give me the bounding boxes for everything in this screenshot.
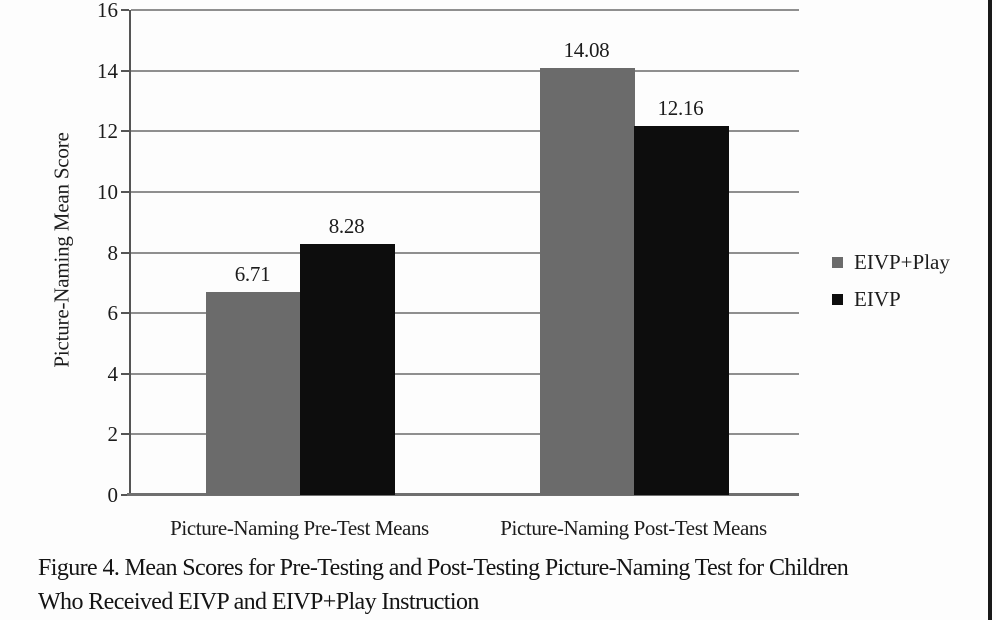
bar-value-eivp-play-picture-naming-post-test-means: 14.08 (563, 38, 610, 63)
y-tick-label-0: 0 (107, 483, 119, 507)
y-axis-line (129, 10, 131, 495)
x-axis-baseline (127, 493, 799, 496)
y-tick-6 (121, 312, 129, 315)
bar-eivp-play-picture-naming-pre-test-means (205, 291, 301, 495)
page-border-line (988, 0, 992, 620)
y-tick-4 (121, 372, 129, 375)
y-tick-label-6: 6 (107, 301, 119, 326)
x-category-label-picture-naming-post-test-means: Picture-Naming Post-Test Means (500, 516, 767, 540)
gridline-y-8 (131, 251, 799, 254)
legend-item-eivp-play: EIVP+Play (832, 250, 950, 274)
bar-value-eivp-picture-naming-pre-test-means: 8.28 (328, 214, 365, 238)
y-axis-title: Picture-Naming Mean Score (49, 132, 74, 368)
y-tick-12 (121, 130, 129, 133)
bar-eivp-picture-naming-pre-test-means (299, 244, 395, 495)
legend-label-eivp: EIVP (854, 287, 901, 311)
y-tick-0 (121, 494, 129, 496)
gridline-y-14 (131, 69, 799, 72)
y-tick-label-2: 2 (107, 422, 119, 447)
y-tick-16 (121, 9, 129, 11)
y-tick-label-4: 4 (107, 361, 119, 386)
y-tick-label-12: 12 (97, 119, 118, 144)
legend-item-eivp: EIVP (832, 287, 950, 311)
y-tick-8 (121, 251, 129, 254)
bar-eivp-play-picture-naming-post-test-means (539, 68, 635, 495)
gridline-y-12 (131, 130, 799, 133)
legend-label-eivp-play: EIVP+Play (854, 250, 950, 274)
figure-caption: Figure 4. Mean Scores for Pre-Testing an… (38, 551, 978, 619)
y-tick-2 (121, 433, 129, 436)
y-tick-label-10: 10 (97, 179, 118, 204)
gridline-y-10 (131, 190, 799, 193)
figure-caption-line-2: Who Received EIVP and EIVP+Play Instruct… (38, 589, 479, 615)
gridline-y-4 (131, 372, 799, 375)
bar-value-eivp-picture-naming-post-test-means: 12.16 (657, 96, 704, 121)
bar-eivp-picture-naming-post-test-means (633, 126, 729, 495)
gridline-y-16 (131, 9, 799, 11)
y-tick-14 (121, 69, 129, 72)
bar-value-eivp-play-picture-naming-pre-test-means: 6.71 (234, 261, 271, 286)
gridline-y-2 (131, 433, 799, 436)
y-tick-label-14: 14 (97, 58, 118, 83)
legend-swatch-eivp (832, 293, 843, 305)
legend: EIVP+Play EIVP (832, 250, 950, 324)
y-tick-label-16: 16 (97, 0, 118, 22)
legend-swatch-eivp-play (832, 256, 843, 268)
y-tick-10 (121, 190, 129, 193)
gridline-y-6 (131, 312, 799, 315)
y-tick-label-8: 8 (107, 240, 119, 265)
x-category-label-picture-naming-pre-test-means: Picture-Naming Pre-Test Means (170, 516, 429, 540)
figure-caption-line-1: Figure 4. Mean Scores for Pre-Testing an… (38, 555, 849, 581)
